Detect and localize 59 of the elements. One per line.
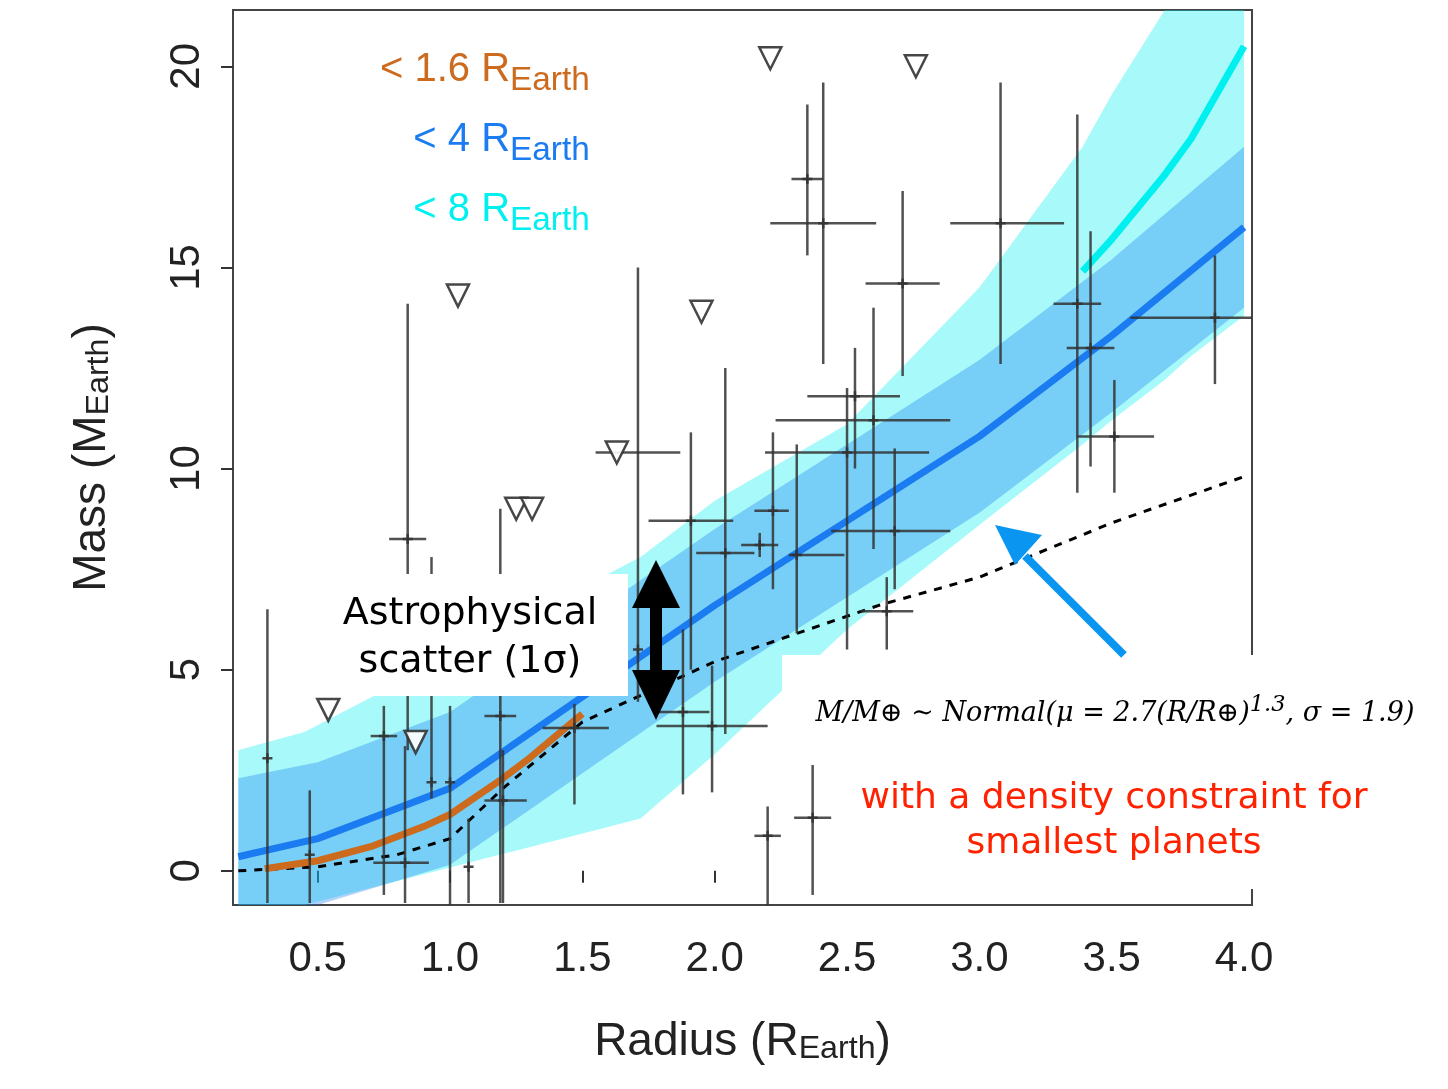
point bbox=[903, 54, 929, 79]
point bbox=[445, 283, 471, 308]
point bbox=[403, 729, 428, 755]
point bbox=[462, 860, 475, 874]
point bbox=[896, 277, 909, 290]
x-tick-label: 2.5 bbox=[817, 932, 877, 980]
x-tick-label: 3.0 bbox=[950, 932, 1009, 980]
point bbox=[719, 546, 732, 560]
point bbox=[519, 496, 545, 522]
point bbox=[377, 729, 391, 743]
x-tick-label: 0.5 bbox=[288, 932, 347, 980]
text: < 4 R$_{Earth}$ bbox=[412, 114, 590, 169]
point bbox=[994, 216, 1007, 230]
point bbox=[316, 697, 341, 723]
x-tick-label: 1.5 bbox=[553, 932, 612, 980]
point bbox=[1108, 430, 1121, 443]
x-axis-title: Radius (REarth) bbox=[594, 1013, 891, 1066]
point bbox=[443, 776, 457, 789]
x-tick-label: 1.0 bbox=[420, 932, 480, 980]
point bbox=[840, 446, 854, 459]
point bbox=[684, 514, 698, 528]
point bbox=[801, 172, 814, 186]
point bbox=[816, 216, 830, 230]
y-tick-label: 20 bbox=[160, 42, 208, 90]
point bbox=[494, 709, 507, 723]
point bbox=[753, 538, 766, 552]
point bbox=[848, 389, 862, 403]
point bbox=[1071, 297, 1084, 310]
point bbox=[401, 532, 414, 546]
point bbox=[806, 811, 819, 824]
point bbox=[398, 856, 412, 870]
y-tick-label: 10 bbox=[160, 445, 208, 492]
y-axis-title: Mass (MEarth) bbox=[62, 323, 115, 592]
point bbox=[425, 776, 438, 789]
text: < 1.6 R$_{Earth}$ bbox=[380, 44, 590, 99]
x-tick-label: 2.0 bbox=[685, 932, 744, 980]
point bbox=[303, 848, 317, 861]
point bbox=[261, 751, 274, 765]
point bbox=[631, 643, 645, 656]
x-tick-label: 3.5 bbox=[1082, 932, 1141, 980]
point bbox=[496, 794, 510, 807]
point bbox=[689, 299, 714, 324]
y-tick-label: 0 bbox=[160, 859, 208, 883]
point bbox=[766, 504, 780, 518]
point bbox=[1208, 311, 1222, 324]
y-tick-label: 5 bbox=[160, 658, 208, 682]
point bbox=[867, 414, 880, 427]
point bbox=[604, 440, 630, 465]
point bbox=[888, 524, 901, 538]
y-tick-label: 15 bbox=[160, 244, 208, 291]
point bbox=[1084, 341, 1097, 355]
text: < 8 R$_{Earth}$ bbox=[412, 184, 590, 239]
point bbox=[761, 829, 774, 843]
x-tick-label: 4.0 bbox=[1214, 932, 1274, 980]
point bbox=[568, 721, 581, 735]
point bbox=[880, 605, 893, 618]
point bbox=[705, 719, 719, 733]
point bbox=[676, 705, 690, 719]
point bbox=[758, 46, 783, 71]
